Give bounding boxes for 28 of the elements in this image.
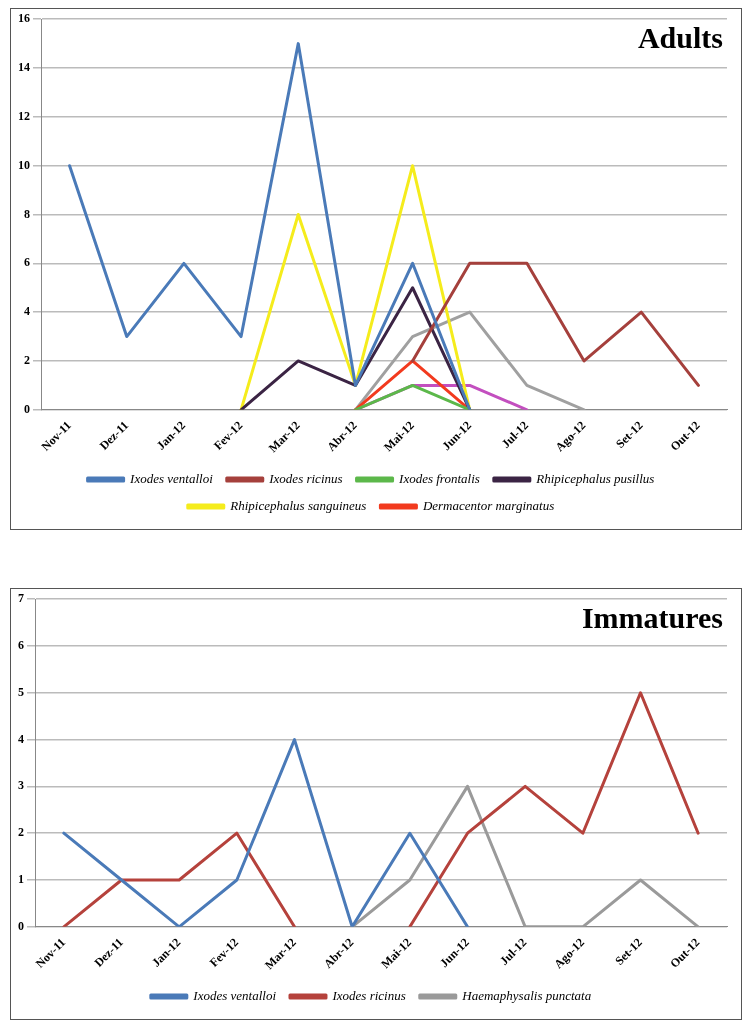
y-tick-label: 4	[18, 731, 24, 746]
y-tick-label: 0	[18, 918, 24, 933]
y-tick-label: 0	[24, 401, 30, 416]
legend-label: Ixodes ventalloi	[129, 470, 214, 486]
chart-title: Adults	[637, 20, 723, 54]
y-tick-label: 2	[18, 825, 24, 840]
legend-label: Rhipicephalus sanguineus	[229, 497, 367, 513]
legend-label: Ixodes ricinus	[331, 987, 406, 1003]
y-tick-label: 14	[18, 60, 30, 75]
y-tick-label: 8	[24, 206, 30, 221]
legend-label: Rhipicephalus pusillus	[535, 470, 655, 486]
y-tick-label: 12	[18, 108, 30, 123]
legend-label: Dermacentor marginatus	[421, 497, 555, 513]
y-tick-label: 1	[18, 872, 24, 887]
y-tick-label: 2	[24, 353, 30, 368]
y-tick-label: 6	[24, 255, 30, 270]
chart-title: Immatures	[581, 600, 723, 634]
y-tick-label: 6	[18, 638, 24, 653]
legend-label: Ixodes ventalloi	[192, 987, 277, 1003]
y-tick-label: 16	[18, 11, 30, 26]
y-tick-label: 10	[18, 157, 30, 172]
y-tick-label: 5	[18, 684, 24, 699]
y-tick-label: 7	[18, 591, 24, 606]
legend-label: Ixodes ricinus	[268, 470, 343, 486]
y-tick-label: 4	[24, 304, 30, 319]
y-tick-label: 3	[18, 778, 24, 793]
legend-label: Ixodes frontalis	[398, 470, 480, 486]
legend-label: Haemaphysalis punctata	[461, 987, 592, 1003]
